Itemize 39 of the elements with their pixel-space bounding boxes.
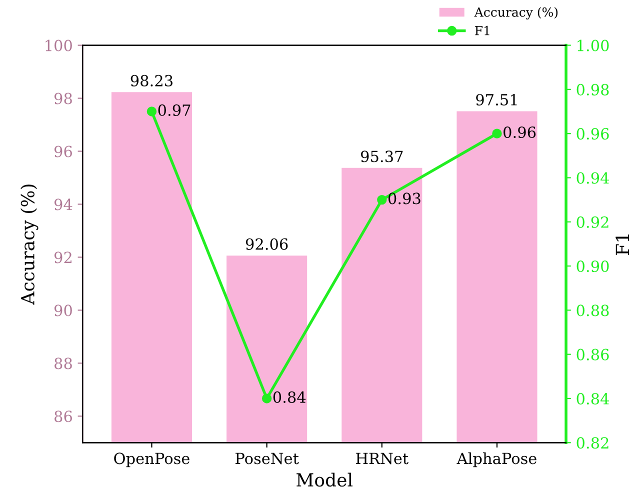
data-label: 0.93 (388, 192, 420, 204)
y2-tick-label: 0.84 (576, 392, 610, 405)
y-tick-label: 100 (46, 40, 72, 52)
y-axis-title: Accuracy (%) (20, 184, 38, 305)
y-tick-label: 90 (54, 304, 72, 316)
y2-tick-label: 0.82 (576, 437, 608, 449)
legend-label: Accuracy (%) (474, 7, 558, 20)
data-label: 95.37 (360, 150, 403, 162)
y-tick-label: 98 (54, 92, 72, 104)
y-tick-label: 88 (54, 358, 72, 370)
point (377, 194, 387, 205)
y2-tick-label: 0.96 (576, 128, 609, 140)
data-label: 0.97 (158, 104, 190, 116)
x-tick-label: PoseNet (236, 452, 299, 464)
x-tick-label: OpenPose (114, 452, 190, 468)
legend-label: F1 (475, 26, 490, 36)
x-tick-label: AlphaPose (456, 452, 536, 468)
y2-tick-label: 0.90 (576, 260, 609, 272)
x-axis-title: Model (296, 472, 353, 487)
y2-tick-label: 0.92 (576, 216, 608, 228)
y-tick-label: 96 (54, 146, 72, 158)
y2-tick-label: 0.88 (576, 304, 609, 316)
y2-tick-label: 1.00 (578, 40, 609, 52)
point (146, 106, 157, 116)
data-label: 0.84 (273, 391, 306, 403)
point (262, 394, 272, 404)
data-label: 92.06 (246, 238, 288, 250)
data-label: 97.51 (476, 94, 517, 106)
x-tick-label: HRNet (356, 452, 408, 464)
y2-tick-label: 0.98 (576, 84, 609, 96)
data-label: 98.23 (130, 74, 172, 86)
y2-tick-label: 0.86 (576, 348, 609, 360)
point (492, 128, 502, 138)
data-label: 0.96 (504, 126, 536, 138)
y-tick-label: 94 (54, 198, 72, 210)
y-tick-label: 86 (54, 410, 72, 422)
y-tick-label: 92 (54, 252, 72, 264)
y2-tick-label: 0.94 (576, 172, 610, 184)
y2-axis-title: F1 (616, 234, 630, 255)
